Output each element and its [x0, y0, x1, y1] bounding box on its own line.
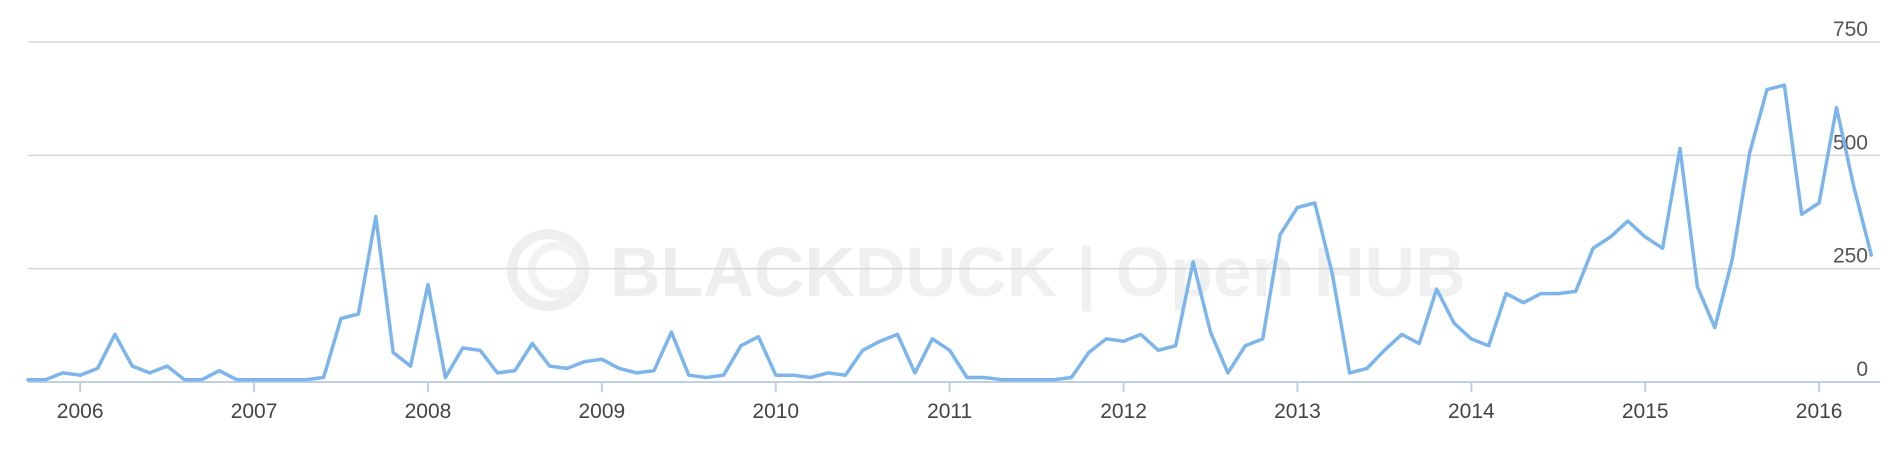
- y-tick-label: 0: [1856, 358, 1868, 381]
- y-tick-label: 750: [1833, 18, 1868, 41]
- x-tick-label: 2011: [927, 400, 972, 423]
- y-tick-label: 250: [1833, 245, 1868, 268]
- x-tick-label: 2008: [405, 400, 452, 423]
- grid: [28, 41, 1880, 270]
- series-line: [26, 83, 1874, 382]
- blackduck-logo: [507, 229, 589, 311]
- x-tick-label: 2014: [1448, 400, 1495, 423]
- y-axis-ticks: 0 250 500 750: [1833, 18, 1868, 381]
- x-tick-label: 2010: [752, 400, 799, 423]
- x-tick-label: 2012: [1100, 400, 1147, 423]
- watermark-text: BLACKDUCK | Open HUB: [610, 233, 1466, 312]
- x-tick-label: 2016: [1796, 400, 1843, 423]
- x-tick-label: 2013: [1274, 400, 1321, 423]
- x-tick-label: 2015: [1622, 400, 1669, 423]
- x-tick-label: 2006: [57, 400, 104, 423]
- x-tick-label: 2009: [578, 400, 625, 423]
- y-tick-label: 500: [1833, 131, 1868, 154]
- watermark: BLACKDUCK | Open HUB: [507, 229, 1466, 312]
- x-axis-ticks: 2006 2007 2008 2009 2010 2011 2012 2013 2014 2015…: [57, 382, 1843, 423]
- x-tick-label: 2007: [231, 400, 278, 423]
